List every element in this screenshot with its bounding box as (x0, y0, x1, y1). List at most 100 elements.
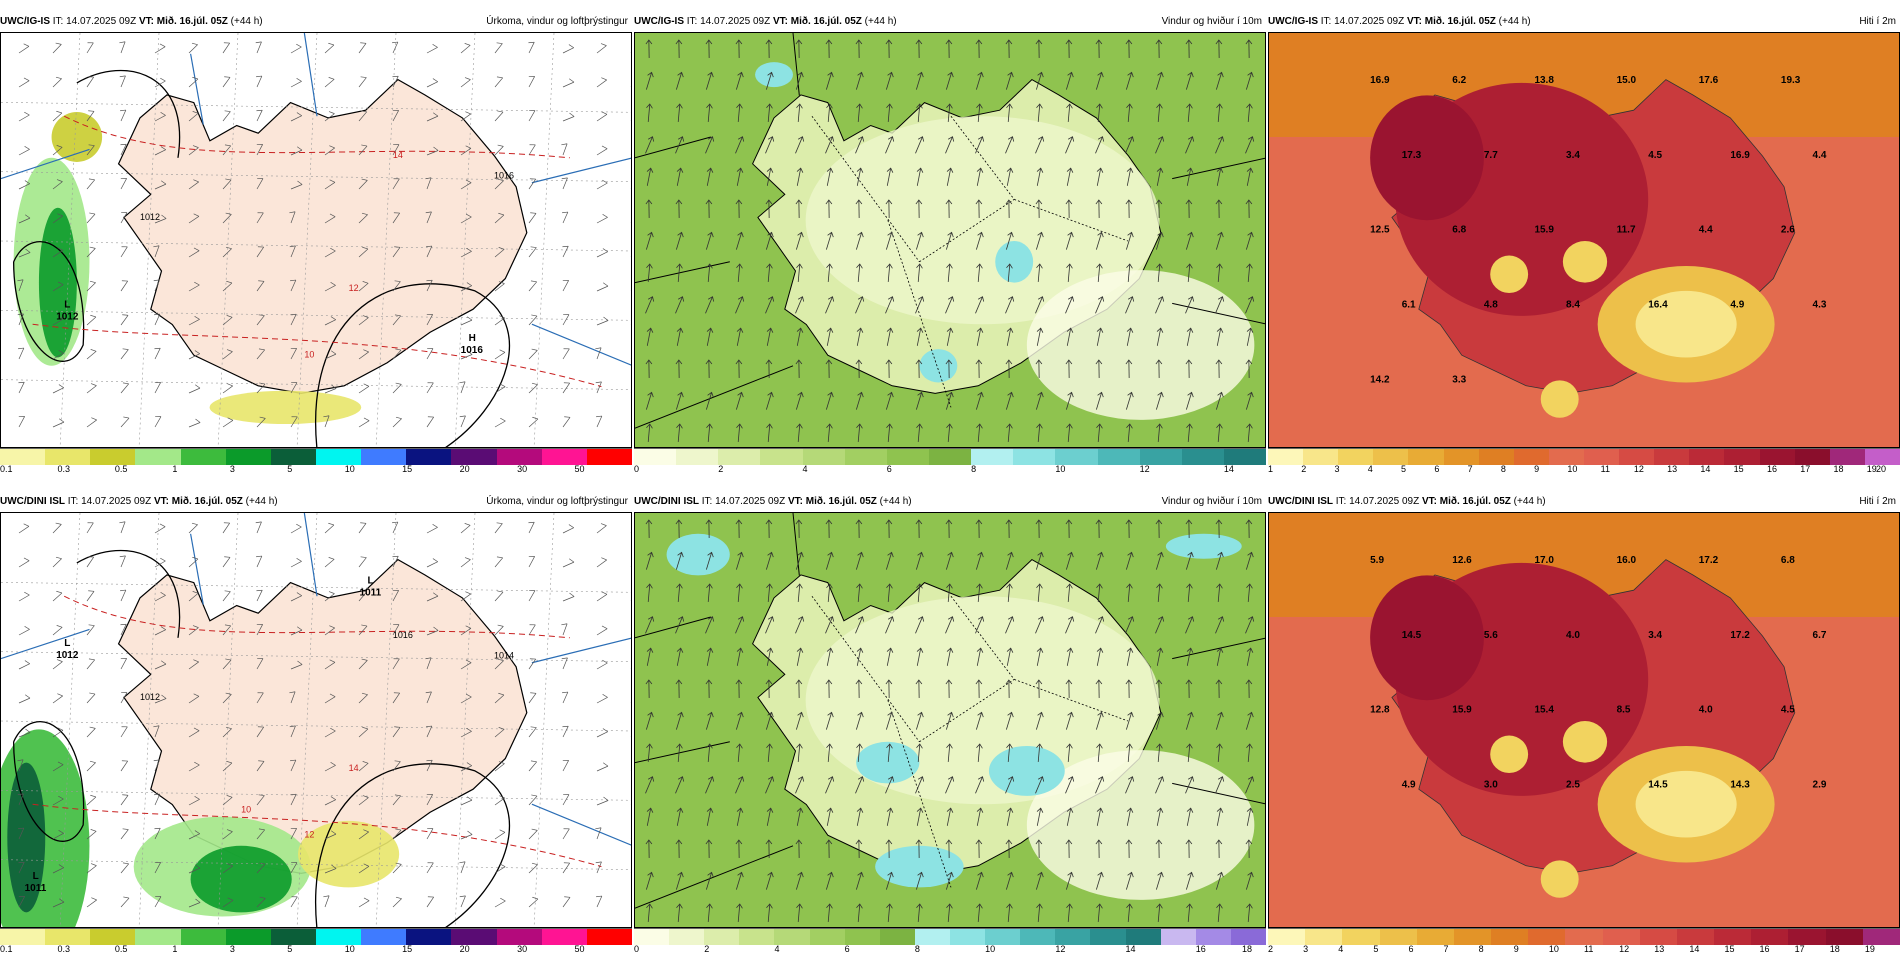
colorbar-swatch (1444, 449, 1479, 465)
temperature-value: 16.9 (1730, 150, 1750, 161)
colorbar-tick-label: 50 (575, 464, 585, 474)
colorbar-tick-label: 4 (803, 464, 808, 474)
colorbar-tick-label: 2 (1301, 464, 1306, 474)
temperature-value: 11.7 (1617, 225, 1636, 236)
map-panel-precip-1: UWC/IG-IS IT: 14.07.2025 09Z VT: Mið. 16… (0, 14, 632, 454)
contour-label: 1012 (140, 692, 160, 702)
colorbar-swatch (985, 929, 1020, 945)
temperature-value: 8.4 (1566, 300, 1580, 311)
precip-area (39, 208, 77, 358)
valid-time-prefix: VT: (1407, 16, 1422, 27)
precip-area (210, 391, 362, 424)
colorbar-tick-label: 0.5 (115, 464, 128, 474)
colorbar-swatch (1055, 449, 1097, 465)
gust-area (856, 742, 919, 784)
contour-label: 1016 (393, 630, 413, 640)
colorbar-tick-label: 6 (845, 944, 850, 954)
colorbar-tick-label: 3 (230, 464, 235, 474)
colorbar-swatch (1795, 449, 1830, 465)
contour-label: 1012 (140, 212, 160, 222)
pressure-center-value: 1012 (56, 312, 79, 323)
colorbar-tick-label: 18 (1242, 944, 1252, 954)
temperature-value: 6.7 (1813, 630, 1827, 641)
panel-title: Hiti í 2m (1859, 494, 1896, 510)
colorbar-swatch (1305, 929, 1342, 945)
colorbar-swatch (542, 929, 587, 945)
lead-time: (+44 h) (880, 496, 912, 507)
colorbar-tick-label: 10 (345, 944, 355, 954)
lead-time: (+44 h) (1499, 16, 1531, 27)
colorbar-swatch (1677, 929, 1714, 945)
temperature-value: 14.3 (1730, 780, 1750, 791)
panel-model-label: UWC/IG-IS (634, 16, 684, 27)
colorbar-swatch (361, 929, 406, 945)
pressure-center-letter: L (64, 638, 70, 649)
colorbar-tick-label: 13 (1654, 944, 1664, 954)
temperature-value: 15.9 (1534, 225, 1554, 236)
colorbar-swatch (1338, 449, 1373, 465)
pressure-center-value: 1011 (360, 588, 382, 599)
colorbar-tick-label: 7 (1468, 464, 1473, 474)
temperature-value: 8.5 (1617, 705, 1631, 716)
temperature-value: 4.9 (1402, 780, 1416, 791)
colorbar-tick-label: 5 (1373, 944, 1378, 954)
colorbar-swatch (1724, 449, 1759, 465)
panel-model-label: UWC/IG-IS (0, 16, 50, 27)
temperature-value: 6.8 (1781, 555, 1795, 566)
temperature-value: 3.3 (1452, 374, 1466, 385)
panel-model-label: UWC/DINI ISL (1268, 496, 1333, 507)
colorbar-swatch (1417, 929, 1454, 945)
colorbar-swatch (1865, 449, 1900, 465)
colorbar-swatch (90, 449, 135, 465)
gust-area (667, 534, 730, 576)
colorbar-tick-label: 0 (634, 944, 639, 954)
colorbar-swatch (497, 929, 542, 945)
lead-time: (+44 h) (1514, 496, 1546, 507)
colorbar-tick-label: 10 (985, 944, 995, 954)
colorbar-tick-label: 13 (1667, 464, 1677, 474)
colorbar-tick-label: 20 (1876, 464, 1886, 474)
colorbar-wind (634, 448, 1266, 465)
temperature-value: 15.0 (1617, 75, 1637, 86)
colorbar-tick-label: 1 (1268, 464, 1273, 474)
colorbar-swatch (1013, 449, 1055, 465)
colorbar-tick-label: 16 (1196, 944, 1206, 954)
colorbar-tick-label: 14 (1224, 464, 1234, 474)
colorbar-tick-label: 10 (1055, 464, 1065, 474)
colorbar-tick-label: 0.3 (57, 944, 70, 954)
colorbar-tick-label: 2 (704, 944, 709, 954)
colorbar-swatch (1751, 929, 1788, 945)
colorbar-tick-label: 4 (1338, 944, 1343, 954)
map-area (634, 32, 1266, 448)
colorbar-wind (634, 928, 1266, 945)
colorbar-tick-label: 4 (1368, 464, 1373, 474)
colorbar-swatch (1788, 929, 1825, 945)
colorbar-tick-label: 16 (1760, 944, 1770, 954)
colorbar-swatch (704, 929, 739, 945)
map-panel-temp-1: UWC/IG-IS IT: 14.07.2025 09Z VT: Mið. 16… (1268, 14, 1900, 454)
temperature-value: 17.0 (1534, 555, 1554, 566)
temperature-value: 4.3 (1813, 300, 1827, 311)
colorbar-swatch (587, 929, 632, 945)
colorbar-tick-label: 10 (1567, 464, 1577, 474)
colorbar-tick-label: 10 (345, 464, 355, 474)
valid-time-prefix: VT: (139, 16, 154, 27)
temperature-value: 4.5 (1648, 150, 1662, 161)
colorbar-swatch (718, 449, 760, 465)
colorbar-tick-label: 5 (287, 464, 292, 474)
colorbar-swatch (1528, 929, 1565, 945)
colorbar-tick-label: 7 (1444, 944, 1449, 954)
colorbar-temp (1268, 928, 1900, 945)
colorbar-swatch (1565, 929, 1602, 945)
colorbar-tick-label: 12 (1619, 944, 1629, 954)
temperature-value: 6.1 (1402, 300, 1416, 311)
colorbar-swatch (406, 929, 451, 945)
temperature-value: 12.5 (1370, 225, 1390, 236)
colorbar-tick-label: 20 (460, 464, 470, 474)
colorbar-tick-label: 6 (1434, 464, 1439, 474)
colorbar-swatch (135, 929, 180, 945)
